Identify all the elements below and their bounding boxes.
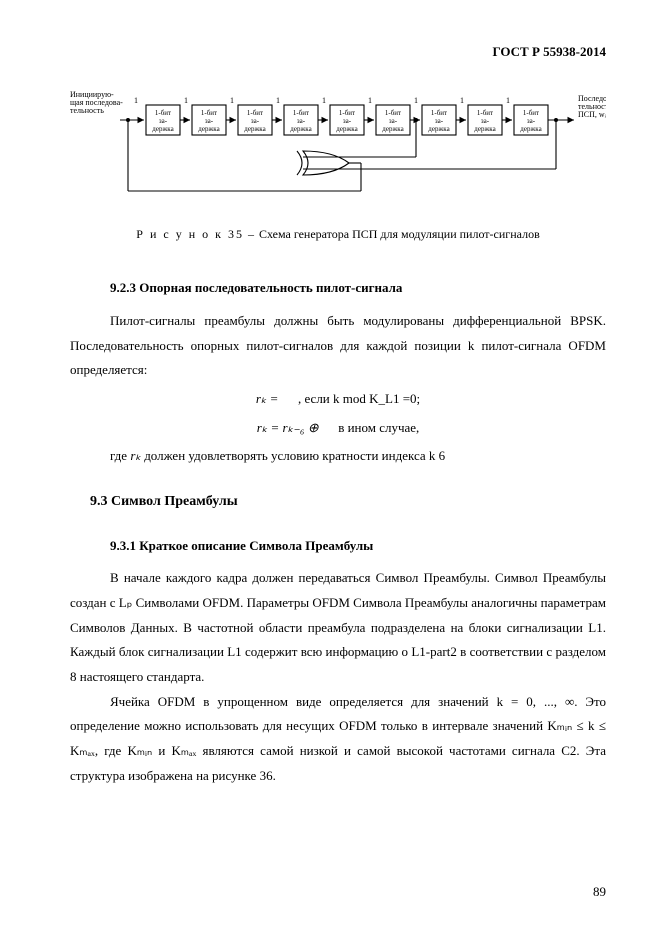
svg-text:держка: держка: [428, 125, 450, 133]
shift-register-diagram: Инициирую-щая последова-тельность1-битза…: [70, 85, 606, 214]
doc-id-header: ГОСТ Р 55938-2014: [70, 40, 606, 65]
svg-text:1-бит: 1-бит: [155, 109, 171, 117]
svg-text:за-: за-: [343, 117, 352, 125]
svg-text:за-: за-: [205, 117, 214, 125]
svg-text:1-бит: 1-бит: [477, 109, 493, 117]
caption-prefix: Р и с у н о к 35: [136, 227, 244, 241]
svg-text:держка: держка: [520, 125, 542, 133]
svg-text:1-бит: 1-бит: [201, 109, 217, 117]
p2-a: где: [110, 448, 130, 463]
eq2-lhs: rₖ = rₖ₋₆ ⊕: [257, 420, 319, 435]
svg-text:1-бит: 1-бит: [339, 109, 355, 117]
svg-text:держка: держка: [474, 125, 496, 133]
sec-9-3-title: 9.3 Символ Преамбулы: [70, 489, 606, 516]
page-root: ГОСТ Р 55938-2014 Инициирую-щая последов…: [0, 0, 661, 935]
svg-text:за-: за-: [251, 117, 260, 125]
svg-text:держка: держка: [290, 125, 312, 133]
svg-text:1: 1: [506, 96, 510, 105]
eq1-lhs: rₖ =: [256, 391, 279, 406]
equation-2: rₖ = rₖ₋₆ ⊕ в ином случае,: [70, 416, 606, 441]
svg-text:1: 1: [184, 96, 188, 105]
eq2-rhs: в ином случае,: [338, 420, 419, 435]
svg-text:держка: держка: [198, 125, 220, 133]
sec-9-2-3-p1: Пилот-сигналы преамбулы должны быть моду…: [70, 309, 606, 383]
svg-text:держка: держка: [336, 125, 358, 133]
svg-text:1: 1: [230, 96, 234, 105]
svg-text:1-бит: 1-бит: [431, 109, 447, 117]
svg-text:1-бит: 1-бит: [385, 109, 401, 117]
p2-c: должен удовлетворять условию кратности и…: [141, 448, 445, 463]
svg-text:1-бит: 1-бит: [293, 109, 309, 117]
svg-text:за-: за-: [389, 117, 398, 125]
equation-1: rₖ = , если k mod K_L1 =0;: [70, 387, 606, 412]
caption-sep: –: [244, 227, 259, 241]
svg-text:1: 1: [368, 96, 372, 105]
svg-text:за-: за-: [481, 117, 490, 125]
sec-9-3-1-title: 9.3.1 Краткое описание Символа Преамбулы: [70, 534, 606, 559]
svg-text:за-: за-: [297, 117, 306, 125]
sec-9-3-1-p2: Ячейка OFDM в упрощенном виде определяет…: [70, 690, 606, 789]
sec-9-3-1-p1: В начале каждого кадра должен передавать…: [70, 566, 606, 689]
svg-text:держка: держка: [244, 125, 266, 133]
svg-text:держка: держка: [382, 125, 404, 133]
svg-text:1: 1: [276, 96, 280, 105]
svg-text:ПСП, wᵢ,: ПСП, wᵢ,: [578, 110, 606, 119]
svg-text:за-: за-: [527, 117, 536, 125]
figure-35-caption: Р и с у н о к 35 – Схема генератора ПСП …: [70, 223, 606, 246]
sec-9-2-3-p2: где rₖ должен удовлетворять условию крат…: [70, 444, 606, 469]
eq1-rhs: , если k mod K_L1 =0;: [298, 391, 420, 406]
svg-text:1: 1: [414, 96, 418, 105]
svg-text:держка: держка: [152, 125, 174, 133]
caption-text: Схема генератора ПСП для модуляции пилот…: [259, 227, 540, 241]
p2-b: rₖ: [130, 448, 141, 463]
svg-text:1: 1: [322, 96, 326, 105]
sec-9-2-3-title: 9.2.3 Опорная последовательность пилот-с…: [70, 276, 606, 301]
svg-text:за-: за-: [435, 117, 444, 125]
svg-text:тельность: тельность: [70, 106, 104, 115]
svg-text:1: 1: [460, 96, 464, 105]
svg-text:1-бит: 1-бит: [523, 109, 539, 117]
svg-text:1: 1: [134, 96, 138, 105]
page-number: 89: [593, 880, 606, 905]
svg-text:за-: за-: [159, 117, 168, 125]
svg-text:1-бит: 1-бит: [247, 109, 263, 117]
